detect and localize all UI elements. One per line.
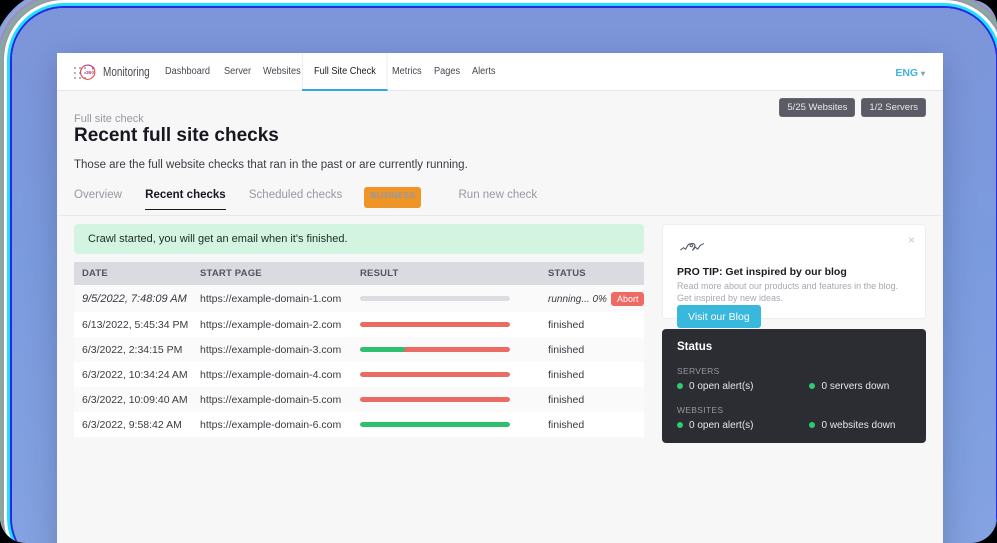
svg-text:360: 360 — [86, 70, 94, 76]
